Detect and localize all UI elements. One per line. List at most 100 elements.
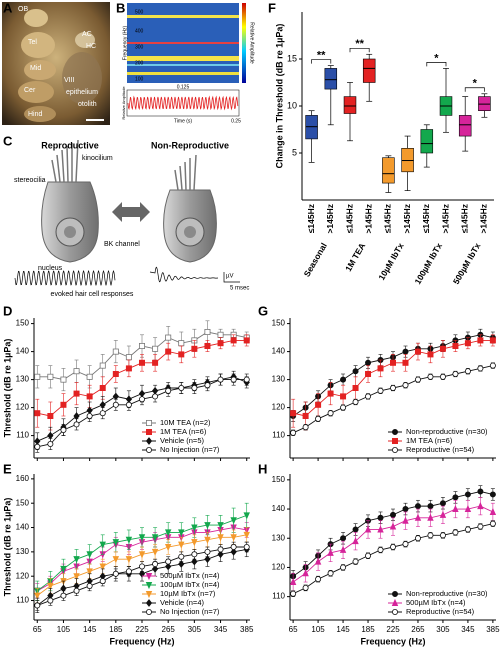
marker [99, 541, 106, 549]
marker [138, 569, 146, 578]
marker [414, 513, 422, 521]
tick-label: 200 [135, 60, 144, 66]
tick-label: 300 [135, 44, 144, 50]
series-line [292, 334, 493, 417]
marker [34, 443, 41, 450]
cell-label: BK channel [104, 241, 140, 248]
marker [125, 556, 133, 564]
y-tick-label: 120 [272, 563, 286, 572]
marker [86, 582, 93, 589]
anatomy-label: Hind [28, 111, 43, 118]
marker [352, 398, 359, 405]
category-label: >145Hz [402, 204, 412, 234]
marker [138, 534, 146, 542]
marker [352, 537, 359, 545]
marker [191, 384, 198, 391]
significance-label: ** [355, 38, 364, 50]
legend-label: 10µM IbTx (n=7) [160, 589, 216, 598]
marker [414, 376, 421, 383]
marker [112, 348, 119, 355]
marker [402, 506, 409, 513]
legend-label: Vehicle (n=5) [160, 436, 204, 445]
y-tick-label: 5 [292, 147, 297, 157]
marker [112, 570, 119, 577]
marker [145, 582, 153, 590]
marker [452, 504, 459, 513]
y-tick-label: 160 [16, 474, 30, 483]
category-label: >145Hz [440, 204, 450, 234]
marker [302, 569, 309, 577]
tick-label: 0.25 [231, 118, 241, 124]
marker [178, 529, 185, 537]
x-tick-label: 265 [162, 625, 176, 634]
y-tick-label: 150 [16, 498, 30, 507]
marker [47, 582, 54, 590]
marker [112, 539, 120, 547]
group-label: 10µM IbTx [376, 241, 405, 282]
legend-label: 1M TEA (n=6) [406, 436, 453, 445]
x-tick-label: 185 [109, 625, 123, 634]
marker [243, 531, 250, 539]
category-label: ≤145Hz [459, 204, 469, 233]
marker [217, 340, 224, 347]
marker [402, 359, 409, 366]
x-tick-label: 65 [289, 625, 298, 634]
cell-title: Non-Reproductive [151, 140, 229, 150]
marker [34, 602, 41, 609]
marker [427, 351, 434, 358]
marker [290, 590, 297, 597]
cell-title: Reproductive [41, 140, 99, 150]
panel-letter: C [3, 133, 13, 148]
marker [217, 522, 224, 530]
marker [230, 544, 237, 551]
y-tick-label: 120 [16, 403, 30, 412]
marker [99, 578, 106, 585]
marker [125, 354, 132, 361]
marker [112, 370, 119, 377]
legend-label: 100µM IbTx (n=4) [160, 580, 220, 589]
marker [391, 598, 399, 606]
box [382, 157, 395, 184]
marker [191, 524, 198, 532]
marker [145, 428, 152, 435]
marker [191, 345, 198, 352]
axis-label: Frequency (Hz) [122, 25, 128, 60]
marker [377, 365, 384, 372]
marker [391, 428, 398, 435]
marker [99, 362, 106, 369]
marker [364, 525, 372, 533]
y-tick-label: 150 [272, 319, 286, 328]
group-label: Seasonal [302, 241, 329, 278]
significance-label: * [434, 52, 439, 64]
x-tick-label: 385 [486, 625, 500, 634]
marker [427, 532, 434, 539]
marker [99, 563, 106, 571]
marker [391, 437, 398, 444]
marker [217, 376, 224, 383]
anatomy-label: Cer [24, 87, 36, 94]
x-tick-label: 225 [135, 625, 149, 634]
marker [47, 412, 54, 419]
marker [402, 348, 409, 355]
cell-label: nucleus [38, 265, 63, 272]
marker [352, 368, 359, 375]
marker [73, 556, 80, 564]
panel-letter: B [116, 0, 125, 15]
significance-bracket [426, 62, 447, 67]
group-label: 1M TEA [343, 241, 367, 273]
scale-label: 5 msec [230, 286, 249, 292]
marker [60, 565, 67, 573]
marker [327, 548, 334, 556]
significance-label: ** [317, 49, 326, 61]
marker [204, 342, 211, 349]
marker [365, 393, 372, 400]
marker [47, 440, 54, 447]
marker [125, 365, 132, 372]
anatomy-label: AC [82, 31, 92, 38]
anatomy-label: VIII [64, 77, 75, 84]
category-label: >145Hz [363, 204, 373, 234]
marker [365, 552, 372, 559]
marker [138, 551, 146, 559]
marker [377, 525, 384, 533]
marker [99, 384, 106, 391]
